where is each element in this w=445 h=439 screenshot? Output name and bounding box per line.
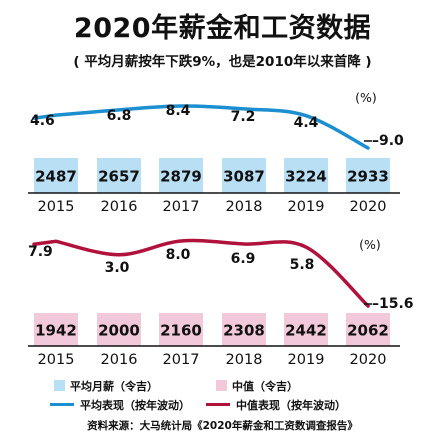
median-bar-2019 (284, 313, 328, 346)
avg-change-point-label-2019: 4.4 (294, 115, 319, 131)
median-change-unit: (%) (359, 237, 381, 252)
avg-change-point-label-2016: 6.8 (107, 108, 132, 124)
avg-salary-x-tick-2020: 2020 (350, 199, 387, 215)
median-x-tick-2017: 2017 (163, 352, 200, 368)
median-bar-label-2015: 1942 (35, 322, 77, 340)
median-x-tick-2015: 2015 (38, 352, 75, 368)
avg-salary-x-tick-2017: 2017 (163, 199, 200, 215)
median-x-tick-2019: 2019 (288, 352, 325, 368)
avg-change-point-label-2018: 7.2 (231, 109, 256, 125)
median-bar-label-2017: 2160 (160, 322, 202, 340)
median-bar-2017 (159, 313, 203, 346)
median-bar-2018 (222, 313, 266, 346)
median-x-tick-2020: 2020 (350, 352, 387, 368)
median-change-point-label-2015: 7.9 (28, 244, 53, 260)
median-change-point-label-2020: –15.6 (372, 296, 414, 312)
avg-salary-bar-label-2019: 3224 (285, 168, 327, 186)
median-bar-2020 (346, 313, 390, 346)
avg-salary-bar-2016 (97, 158, 141, 193)
avg-salary-bar-label-2015: 2487 (35, 168, 77, 186)
avg-salary-x-tick-2019: 2019 (288, 199, 325, 215)
chart-title: 2020年薪金和工资数据 (73, 13, 372, 44)
avg-change-point-label-2015: 4.6 (30, 113, 55, 129)
legend-avg-salary: 平均月薪（令吉） (70, 380, 158, 393)
avg-salary-bar-2019 (284, 158, 328, 193)
avg-salary-x-tick-2016: 2016 (101, 199, 138, 215)
source-note: 资料来源：大马统计局《2020年薪金和工资数调查报告》 (87, 420, 358, 432)
avg-change-point-label-2020: –9.0 (372, 133, 404, 149)
median-change-point-label-2019: 5.8 (290, 257, 315, 273)
legend-median: 中值（令吉） (232, 380, 298, 393)
median-change-point-label-2016: 3.0 (105, 260, 130, 276)
median-bar-2015 (34, 313, 78, 346)
chart-subtitle: ( 平均月薪按年下跌9%，也是2010年以来首降 ) (73, 54, 372, 70)
avg-salary-bar-2015 (34, 158, 78, 193)
median-bar-label-2016: 2000 (98, 322, 140, 340)
legend-line-median-change (206, 403, 230, 406)
legend-avg-change: 平均表现（按年波动） (80, 399, 190, 412)
legend-line-avg-change (50, 403, 74, 406)
median-bar-label-2020: 2062 (347, 322, 389, 340)
avg-salary-x-tick-2015: 2015 (38, 199, 75, 215)
median-x-tick-2016: 2016 (101, 352, 138, 368)
median-bar-label-2019: 2442 (285, 322, 327, 340)
median-change-line (32, 238, 370, 308)
legend-swatch-avg-salary (54, 380, 65, 391)
median-bar-2016 (97, 313, 141, 346)
median-change-point-label-2017: 8.0 (166, 247, 191, 263)
median-x-tick-2018: 2018 (226, 352, 263, 368)
avg-salary-bar-2018 (222, 158, 266, 193)
avg-salary-bar-label-2017: 2879 (160, 168, 202, 186)
avg-change-line (32, 104, 370, 150)
avg-salary-bar-label-2018: 3087 (223, 168, 265, 186)
avg-salary-bar-2020 (346, 158, 390, 193)
avg-salary-x-tick-2018: 2018 (226, 199, 263, 215)
median-change-point-label-2018: 6.9 (231, 251, 256, 267)
legend-median-change: 中值表现（按年波动） (236, 399, 346, 412)
avg-salary-bar-label-2020: 2933 (347, 168, 389, 186)
avg-salary-bar-2017 (159, 158, 203, 193)
median-bar-label-2018: 2308 (223, 322, 265, 340)
avg-change-point-label-2017: 8.4 (166, 103, 191, 119)
avg-salary-bar-label-2016: 2657 (98, 168, 140, 186)
avg-change-unit: (%) (355, 90, 377, 105)
legend-swatch-median (216, 380, 227, 391)
